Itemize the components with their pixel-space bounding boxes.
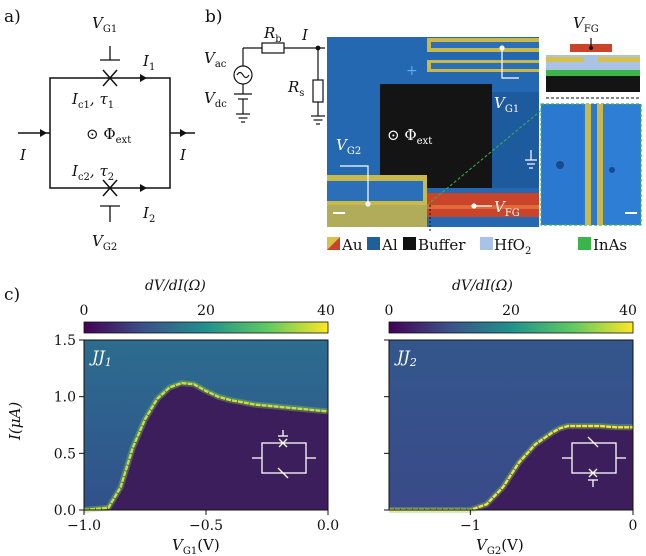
y-tick-label: 0.0 <box>54 503 76 519</box>
zoom-inset <box>540 103 642 226</box>
vg2-label: VG2 <box>92 232 117 253</box>
ic1-label: Ic1, τ1 <box>71 90 114 111</box>
heatmap-2 <box>389 340 633 513</box>
plot-1-title: JJ1 <box>89 347 112 369</box>
legend-label-al: Al <box>381 236 398 254</box>
superconducting-region-1 <box>84 383 328 510</box>
y-axis-label: I(μA) <box>6 402 24 441</box>
vfg-top-label: VFG <box>573 14 599 35</box>
axes-1: −1.0 −0.5 0.0 0.0 0.5 1.0 1.5 <box>54 333 339 534</box>
plot-frame-2 <box>388 339 634 511</box>
x-axis-label-1: VG1(V) <box>172 536 220 556</box>
switching-current-line-2 <box>389 424 633 512</box>
colorbar-1: dV/dI(Ω) 0 20 40 <box>80 278 335 334</box>
y-tick-label: 1.5 <box>54 333 76 349</box>
legend-label-inas: InAs <box>593 236 627 254</box>
panel-c-label: c) <box>4 285 20 305</box>
rs-label: Rs <box>287 78 304 99</box>
x-tick-label: 0 <box>629 518 638 534</box>
axes-2: −1 0 <box>384 339 638 534</box>
i2-arrow-icon <box>140 184 147 192</box>
panel-b-label: b) <box>205 7 223 27</box>
panel-c: c) dV/dI(Ω) 0 20 40 dV/dI(Ω) 0 20 40 <box>4 278 637 556</box>
i-right-label: I <box>179 146 187 164</box>
output-arrow-icon <box>180 129 187 137</box>
i1-arrow-icon <box>140 74 147 82</box>
x-tick-label: −1.0 <box>67 518 101 534</box>
plus-marker: + <box>406 63 418 79</box>
i2-label: I2 <box>142 204 155 225</box>
ground-icon <box>525 150 537 169</box>
inset-circuit-2-icon <box>562 436 626 487</box>
i-left-label: I <box>19 146 27 164</box>
colorbar-2-tick: 40 <box>619 303 637 319</box>
phi-ext-sem-label: ⊙ Φext <box>387 126 432 147</box>
inset-circuit-1-icon <box>252 430 316 479</box>
panel-b: b) Vac Vdc Rb Rs I <box>204 7 642 257</box>
vg1-sem-label: VG1 <box>494 94 519 115</box>
x-tick-label: −1 <box>460 518 481 534</box>
layer-stack: VFG <box>546 14 640 99</box>
material-legend: Au Al Buffer HfO2 InAs <box>327 236 627 257</box>
vg1-label: VG1 <box>92 14 117 35</box>
colorbar-2-tick: 0 <box>385 303 394 319</box>
legend-swatch-al <box>367 237 380 250</box>
input-arrow-icon <box>40 129 47 137</box>
panel-a-label: a) <box>4 7 21 27</box>
vfg-sem-label: VFG <box>494 198 520 219</box>
sem-image: + <box>327 37 539 227</box>
colorbar-1-label: dV/dI(Ω) <box>145 278 206 294</box>
x-tick-label: −0.5 <box>189 518 223 534</box>
legend-label-buffer: Buffer <box>418 236 466 254</box>
vg2-sem-label: VG2 <box>336 136 361 157</box>
legend-label-au: Au <box>341 236 363 254</box>
y-tick-label: 0.5 <box>54 446 76 462</box>
rb-label: Rb <box>263 24 282 45</box>
measurement-circuit <box>233 42 325 125</box>
vdc-label: Vdc <box>204 89 227 110</box>
ic2-label: Ic2, τ2 <box>71 162 114 183</box>
colorbar-2-label: dV/dI(Ω) <box>452 278 513 294</box>
colorbar-2-tick: 20 <box>502 303 520 319</box>
colorbar-1-tick: 40 <box>317 303 335 319</box>
phi-ext-label: ⊙ Φext <box>86 125 131 146</box>
i1-label: I1 <box>142 52 155 73</box>
legend-swatch-buffer <box>403 237 416 250</box>
colorbar-1-tick: 20 <box>197 303 215 319</box>
heatmap-1 <box>83 340 329 513</box>
resistor-rs-icon <box>312 79 324 103</box>
current-label: I <box>301 26 309 44</box>
panel-a: a) VG1 VG2 I1 I2 Ic1, τ1 Ic2, τ2 ⊙ Φext … <box>4 7 195 253</box>
legend-label-hfo2: HfO2 <box>494 236 531 257</box>
x-tick-label: 0.0 <box>317 518 339 534</box>
switching-current-line-1 <box>83 381 329 512</box>
colorbar-2: dV/dI(Ω) 0 20 40 <box>385 278 637 334</box>
legend-swatch-hfo2 <box>480 237 493 250</box>
plot-2-title: JJ2 <box>394 347 417 369</box>
y-tick-label: 1.0 <box>54 390 76 406</box>
legend-swatch-inas <box>578 237 591 250</box>
x-axis-label-2: VG2(V) <box>476 536 524 556</box>
vac-label: Vac <box>204 49 227 70</box>
colorbar-1-tick: 0 <box>80 303 89 319</box>
